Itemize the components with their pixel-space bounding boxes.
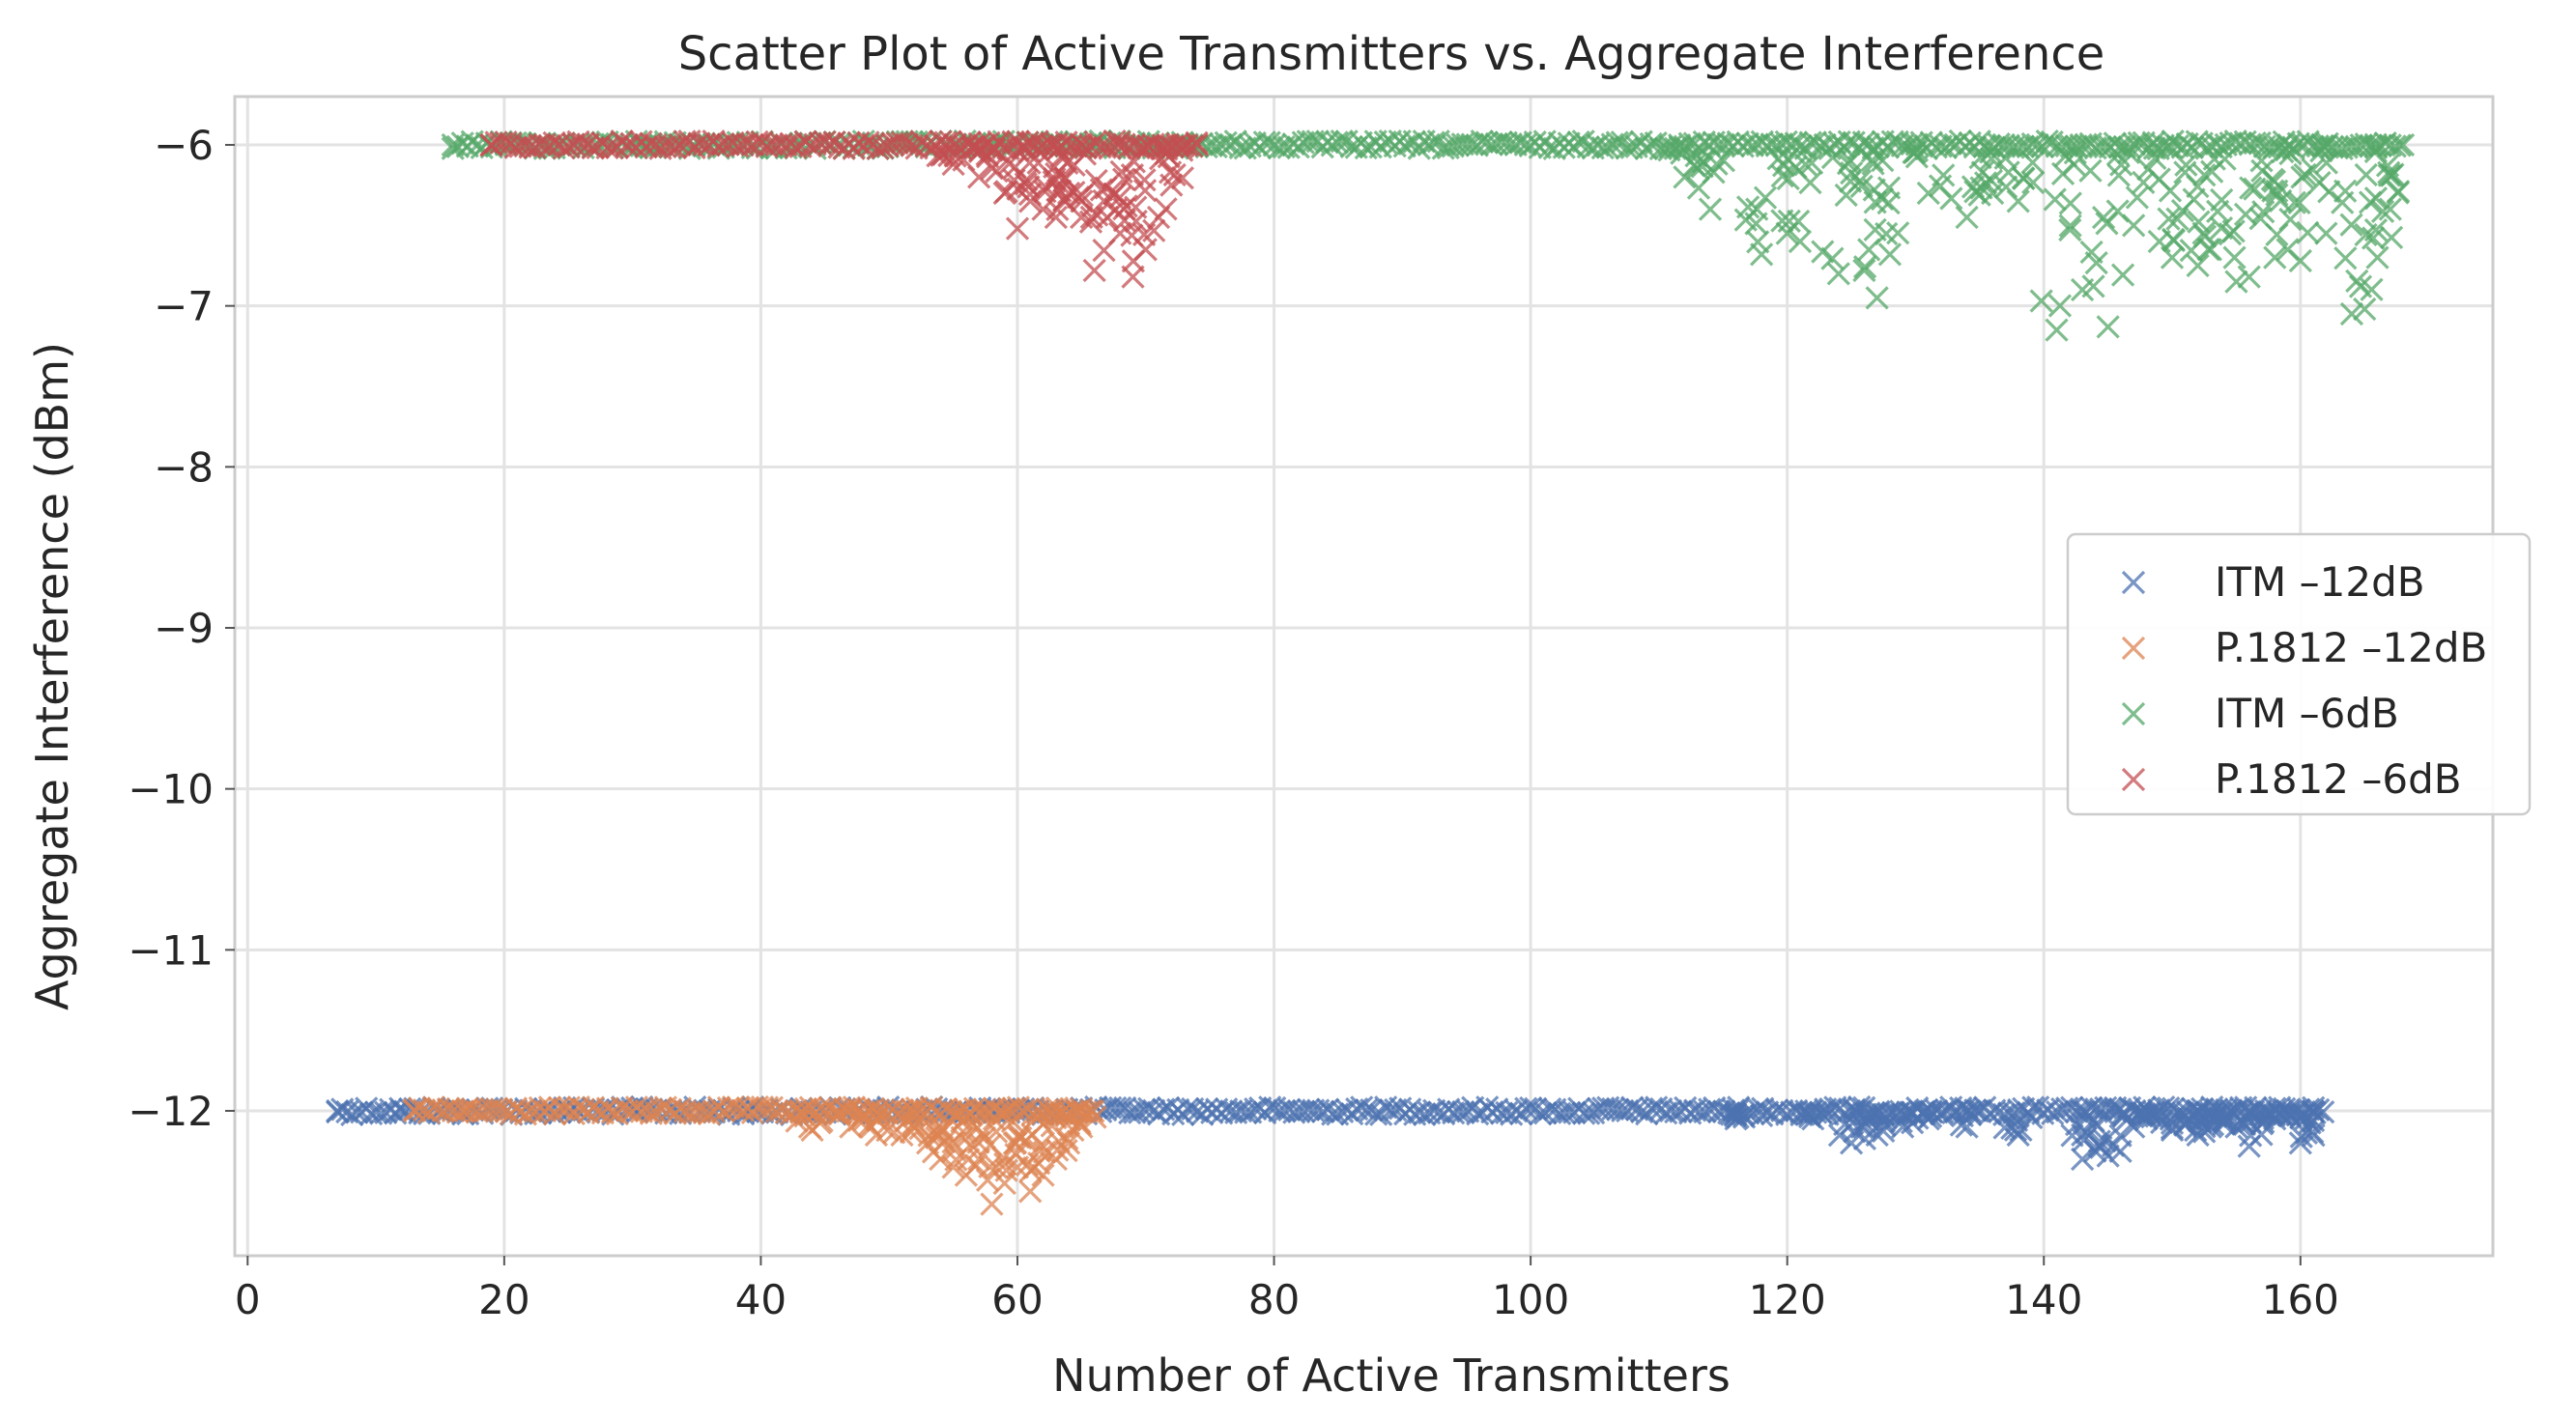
chart-svg: 020406080100120140160−6−7−8−9−10−11−12 S… xyxy=(0,0,2576,1414)
scatter-chart: 020406080100120140160−6−7−8−9−10−11−12 S… xyxy=(0,0,2576,1414)
